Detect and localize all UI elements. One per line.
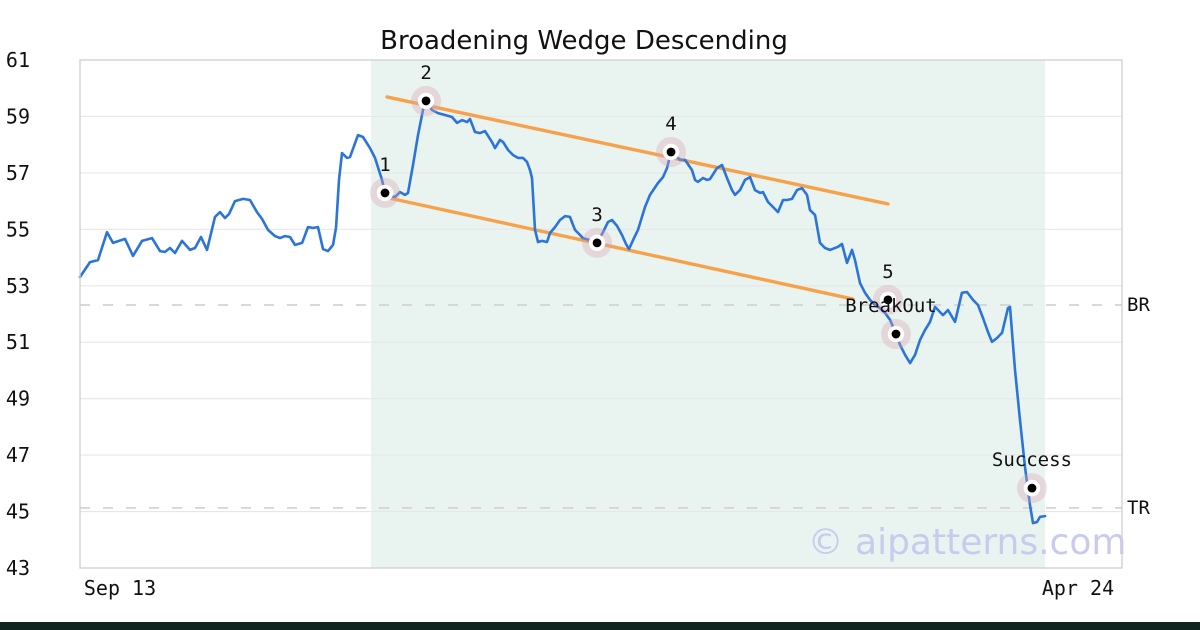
y-tick-label: 59 [6, 104, 30, 128]
price-line [78, 99, 1047, 525]
level-label-tr: TR [1127, 497, 1150, 519]
marker-dot-2 [421, 96, 431, 106]
y-tick-label: 57 [6, 161, 30, 185]
marker-dot-5 [883, 295, 893, 305]
level-label-br: BR [1127, 294, 1150, 316]
y-tick-label: 61 [6, 48, 30, 72]
plot-border [79, 59, 1123, 569]
marker-label-2: 2 [420, 62, 431, 84]
chart-title: Broadening Wedge Descending [380, 26, 788, 56]
marker-dot-3 [592, 238, 602, 248]
x-tick-label: Apr 24 [1042, 576, 1114, 600]
marker-label-3: 3 [591, 204, 602, 226]
marker-label-4: 4 [665, 113, 676, 135]
y-tick-label: 43 [6, 556, 30, 580]
watermark: © aipatterns.com [808, 522, 1127, 563]
marker-label-5: 5 [882, 261, 893, 283]
wedge-upper-line [385, 95, 890, 206]
y-tick-label: 45 [6, 500, 30, 524]
footer-bar [0, 622, 1200, 630]
marker-dot-success [1027, 483, 1037, 493]
y-tick-label: 51 [6, 330, 30, 354]
marker-dot-4 [666, 147, 676, 157]
marker-dot-1 [380, 188, 390, 198]
marker-label-1: 1 [379, 154, 390, 176]
marker-dot-breakout [891, 329, 901, 339]
y-tick-label: 49 [6, 387, 30, 411]
marker-label-breakout: BreakOut [845, 295, 937, 317]
x-tick-label: Sep 13 [84, 576, 156, 600]
marker-label-success: Success [992, 449, 1072, 471]
wedge-lower-line [387, 196, 855, 301]
y-tick-label: 53 [6, 274, 30, 298]
y-tick-label: 55 [6, 217, 30, 241]
y-tick-label: 47 [6, 443, 30, 467]
